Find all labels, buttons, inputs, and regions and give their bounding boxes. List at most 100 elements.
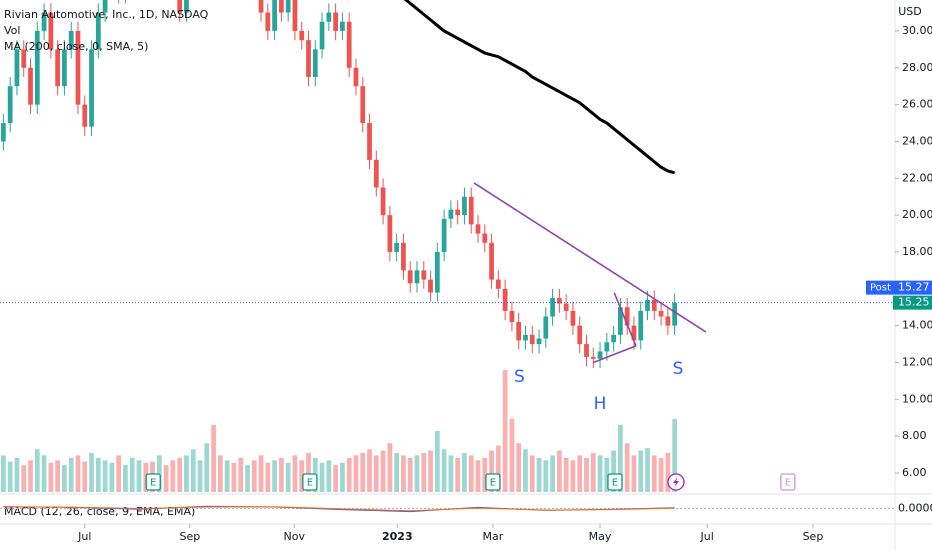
volume-bar (34, 449, 40, 492)
trendline (592, 345, 637, 364)
candle-body (489, 242, 494, 280)
volume-bar (604, 457, 610, 492)
candle-body (367, 123, 372, 160)
volume-bar (387, 443, 393, 492)
event-box (607, 473, 623, 491)
volume-bar (217, 455, 223, 492)
volume-bar (550, 455, 555, 492)
y-tick-label: 26.00 (902, 98, 932, 111)
volume-bar (353, 455, 359, 492)
candle-body (584, 344, 589, 357)
volume-bar (75, 455, 81, 492)
y-tick-label: 18.00 (902, 245, 932, 258)
volume-bar (190, 449, 196, 492)
volume-bar (434, 431, 440, 492)
candle-body (516, 321, 522, 341)
candle-body (184, 0, 189, 13)
volume-bar (672, 418, 678, 492)
candle-body (651, 299, 657, 311)
x-tick-label: Nov (284, 530, 306, 543)
volume-bar (421, 452, 427, 492)
volume-bar (102, 460, 108, 492)
volume-bar (611, 450, 616, 492)
event-label: E (612, 478, 618, 489)
volume-bar (584, 457, 589, 492)
candle-body (448, 209, 454, 219)
candle-body (272, 0, 277, 31)
volume-bar (14, 457, 20, 492)
volume-bar (665, 452, 671, 492)
candle-body (299, 30, 305, 41)
pattern-label: S (673, 359, 684, 379)
event-box (485, 473, 501, 491)
ma-label: MA (200, close, 0, SMA, 5) (4, 40, 148, 53)
candle-body (95, 12, 101, 50)
candle-body (604, 342, 610, 352)
volume-bar (197, 460, 203, 492)
event-box (302, 473, 318, 491)
y-tick-label: 10.00 (902, 392, 932, 405)
price-pane (0, 0, 895, 492)
volume-bar (306, 452, 311, 492)
candle-body (82, 104, 88, 127)
post-price-label: 15.27 (898, 281, 930, 294)
chart-title: Rivian Automotive, Inc., 1D, NASDAQ (4, 8, 209, 21)
candle-body (455, 209, 461, 216)
volume-bar (495, 445, 501, 492)
candle-body (495, 279, 501, 289)
candle-body (258, 0, 264, 13)
volume-bar (231, 462, 237, 492)
candle-body (611, 334, 616, 343)
candle-body (550, 298, 555, 317)
candle-body (360, 86, 366, 124)
volume-bar (68, 457, 74, 492)
volume-bar (258, 455, 264, 492)
y-tick-label: 8.00 (902, 429, 927, 442)
post-title-box (866, 280, 893, 295)
candle-body (1, 123, 6, 142)
candle-body (55, 49, 61, 87)
candle-body (475, 224, 481, 234)
candle-body (638, 310, 644, 341)
volume-bar (109, 462, 115, 492)
x-tick-label: Sep (803, 530, 824, 543)
overlay: S H S E E E E E (145, 359, 796, 491)
candle-body (102, 0, 108, 13)
volume-bar (597, 455, 603, 492)
trendline (473, 182, 707, 333)
candle-body (346, 21, 352, 68)
volume-bar (462, 452, 467, 492)
y-tick-label: 6.00 (902, 466, 927, 479)
candle-body (21, 49, 27, 68)
candle-body (68, 30, 74, 50)
candle-body (543, 316, 549, 339)
y-tick-label: 30.00 (902, 24, 932, 37)
pattern-label: S (514, 367, 525, 387)
volume-bar (21, 465, 27, 492)
y-tick-label: 20.00 (902, 208, 932, 221)
volume-bar (590, 452, 596, 492)
volume-bar (414, 455, 420, 492)
candle-body (353, 67, 359, 87)
volume-bar (658, 457, 664, 492)
candle-body (665, 316, 671, 326)
y-tick-label: 14.00 (902, 319, 932, 332)
post-title: Post (870, 283, 891, 294)
volume-bar (529, 455, 535, 492)
event-label: E (490, 478, 496, 489)
y-tick-label: 12.00 (902, 356, 932, 369)
candle-body (75, 30, 81, 105)
volume-bar (272, 460, 277, 492)
candle-body (41, 12, 47, 31)
volume-bar (502, 370, 508, 492)
signal-line (3, 506, 675, 512)
volume-bar (7, 461, 13, 492)
icon-bolt (673, 477, 679, 487)
volume-bar (163, 465, 169, 492)
volume-bar (523, 449, 528, 492)
volume-bar (245, 465, 250, 492)
volume-bar (441, 449, 447, 492)
candle-body (421, 270, 427, 280)
candle-body (326, 12, 332, 22)
volume-bar (543, 460, 549, 492)
